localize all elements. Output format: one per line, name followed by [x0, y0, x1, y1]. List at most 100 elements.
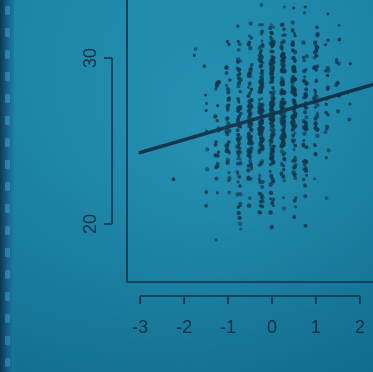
scatter-point [235, 59, 241, 64]
x-tick-label: 1 [311, 317, 321, 337]
scatter-point [281, 206, 287, 211]
scatter-point [238, 184, 242, 188]
scatter-point [323, 130, 328, 135]
scatter-point [260, 125, 265, 131]
scatter-point [281, 33, 285, 37]
scatter-point [259, 129, 264, 134]
scatter-point [215, 191, 219, 195]
scatter-point [250, 127, 253, 131]
scatter-point [225, 131, 229, 135]
scatter-point [269, 75, 274, 80]
scatter-point [228, 78, 232, 82]
scatter-point [280, 128, 284, 132]
scatter-point [260, 108, 265, 114]
scatter-point [227, 176, 232, 181]
frame-highlight-mark [5, 270, 10, 279]
scatter-point [313, 151, 318, 157]
scatter-point [315, 103, 320, 108]
scatter-point [348, 62, 352, 66]
scatter-point [305, 173, 309, 177]
scatter-point [324, 102, 328, 107]
scatter-point [236, 137, 241, 142]
scatter-point [239, 227, 243, 231]
scatter-point [258, 64, 263, 69]
frame-highlight-mark [5, 50, 10, 59]
scatter-point [282, 156, 287, 161]
scatter-point [303, 92, 307, 96]
scatter-point [281, 27, 287, 32]
scatter-point [282, 196, 286, 200]
scatter-point [259, 122, 263, 126]
scatter-point [315, 133, 320, 139]
scatter-point [293, 165, 297, 169]
scatter-point [303, 223, 308, 228]
scatter-point [269, 90, 273, 95]
scatter-point [292, 170, 296, 174]
scatter-point [292, 198, 297, 203]
scatter-point [237, 154, 241, 158]
scatter-point [326, 112, 330, 117]
scatter-point [237, 73, 241, 77]
scatter-point [270, 152, 275, 157]
x-tick-label: 0 [267, 317, 277, 337]
scatter-point [271, 204, 275, 208]
scatter-point [248, 156, 252, 160]
scatter-point [259, 3, 264, 7]
scatter-point [268, 169, 272, 174]
scatter-point [293, 143, 298, 148]
scatter-point [257, 89, 262, 95]
scatter-point [236, 140, 240, 144]
scatter-point [313, 105, 317, 109]
scatter-point [260, 184, 265, 190]
scatter-point [259, 195, 263, 199]
scatter-point [249, 66, 253, 70]
scatter-point [224, 71, 229, 75]
scatter-point [260, 44, 265, 49]
scatter-point [313, 143, 317, 148]
scatter-point [271, 127, 276, 133]
scatter-point [293, 34, 297, 38]
scatter-point [282, 151, 287, 156]
frame-highlight-mark [5, 204, 10, 213]
scatter-point [292, 6, 296, 10]
scatter-point [279, 144, 284, 149]
scatter-point [348, 102, 352, 106]
scatter-point [237, 100, 241, 104]
scatter-point [269, 35, 273, 39]
scatter-point [268, 190, 274, 196]
scatter-point [290, 42, 295, 47]
scatter-point [258, 23, 262, 27]
scatter-point [236, 132, 240, 137]
frame-highlight-mark [5, 226, 10, 235]
scatter-point [260, 179, 265, 185]
scatter-point [224, 143, 229, 148]
scatter-point [257, 173, 262, 178]
x-tick-label: -3 [132, 317, 148, 337]
x-axis-ticks: -3 -2 -1 0 1 2 [132, 296, 365, 337]
scatter-point [236, 180, 240, 184]
scatter-point [226, 140, 231, 144]
scatter-point [312, 96, 317, 101]
scatter-point [271, 43, 275, 47]
scatter-point [290, 20, 296, 25]
scatter-point [303, 5, 307, 9]
scatter-point [268, 210, 273, 215]
scatter-point [279, 172, 284, 177]
scatter-point [291, 55, 296, 61]
scatter-point [246, 93, 251, 99]
scatter-point [293, 32, 297, 36]
frame-highlight-mark [5, 28, 10, 37]
scatter-point [303, 121, 308, 126]
scatter-point [335, 109, 341, 114]
scatter-point [304, 87, 309, 92]
scatter-point [281, 97, 285, 101]
scatter-point [249, 74, 253, 79]
scatter-point [303, 11, 307, 15]
scatter-point [249, 162, 253, 166]
scatter-point [257, 177, 262, 181]
scatter-point [292, 138, 296, 143]
scatter-point [269, 70, 274, 76]
scatter-point [225, 39, 229, 44]
scatter-point [312, 50, 318, 55]
scatter-point [202, 64, 207, 69]
